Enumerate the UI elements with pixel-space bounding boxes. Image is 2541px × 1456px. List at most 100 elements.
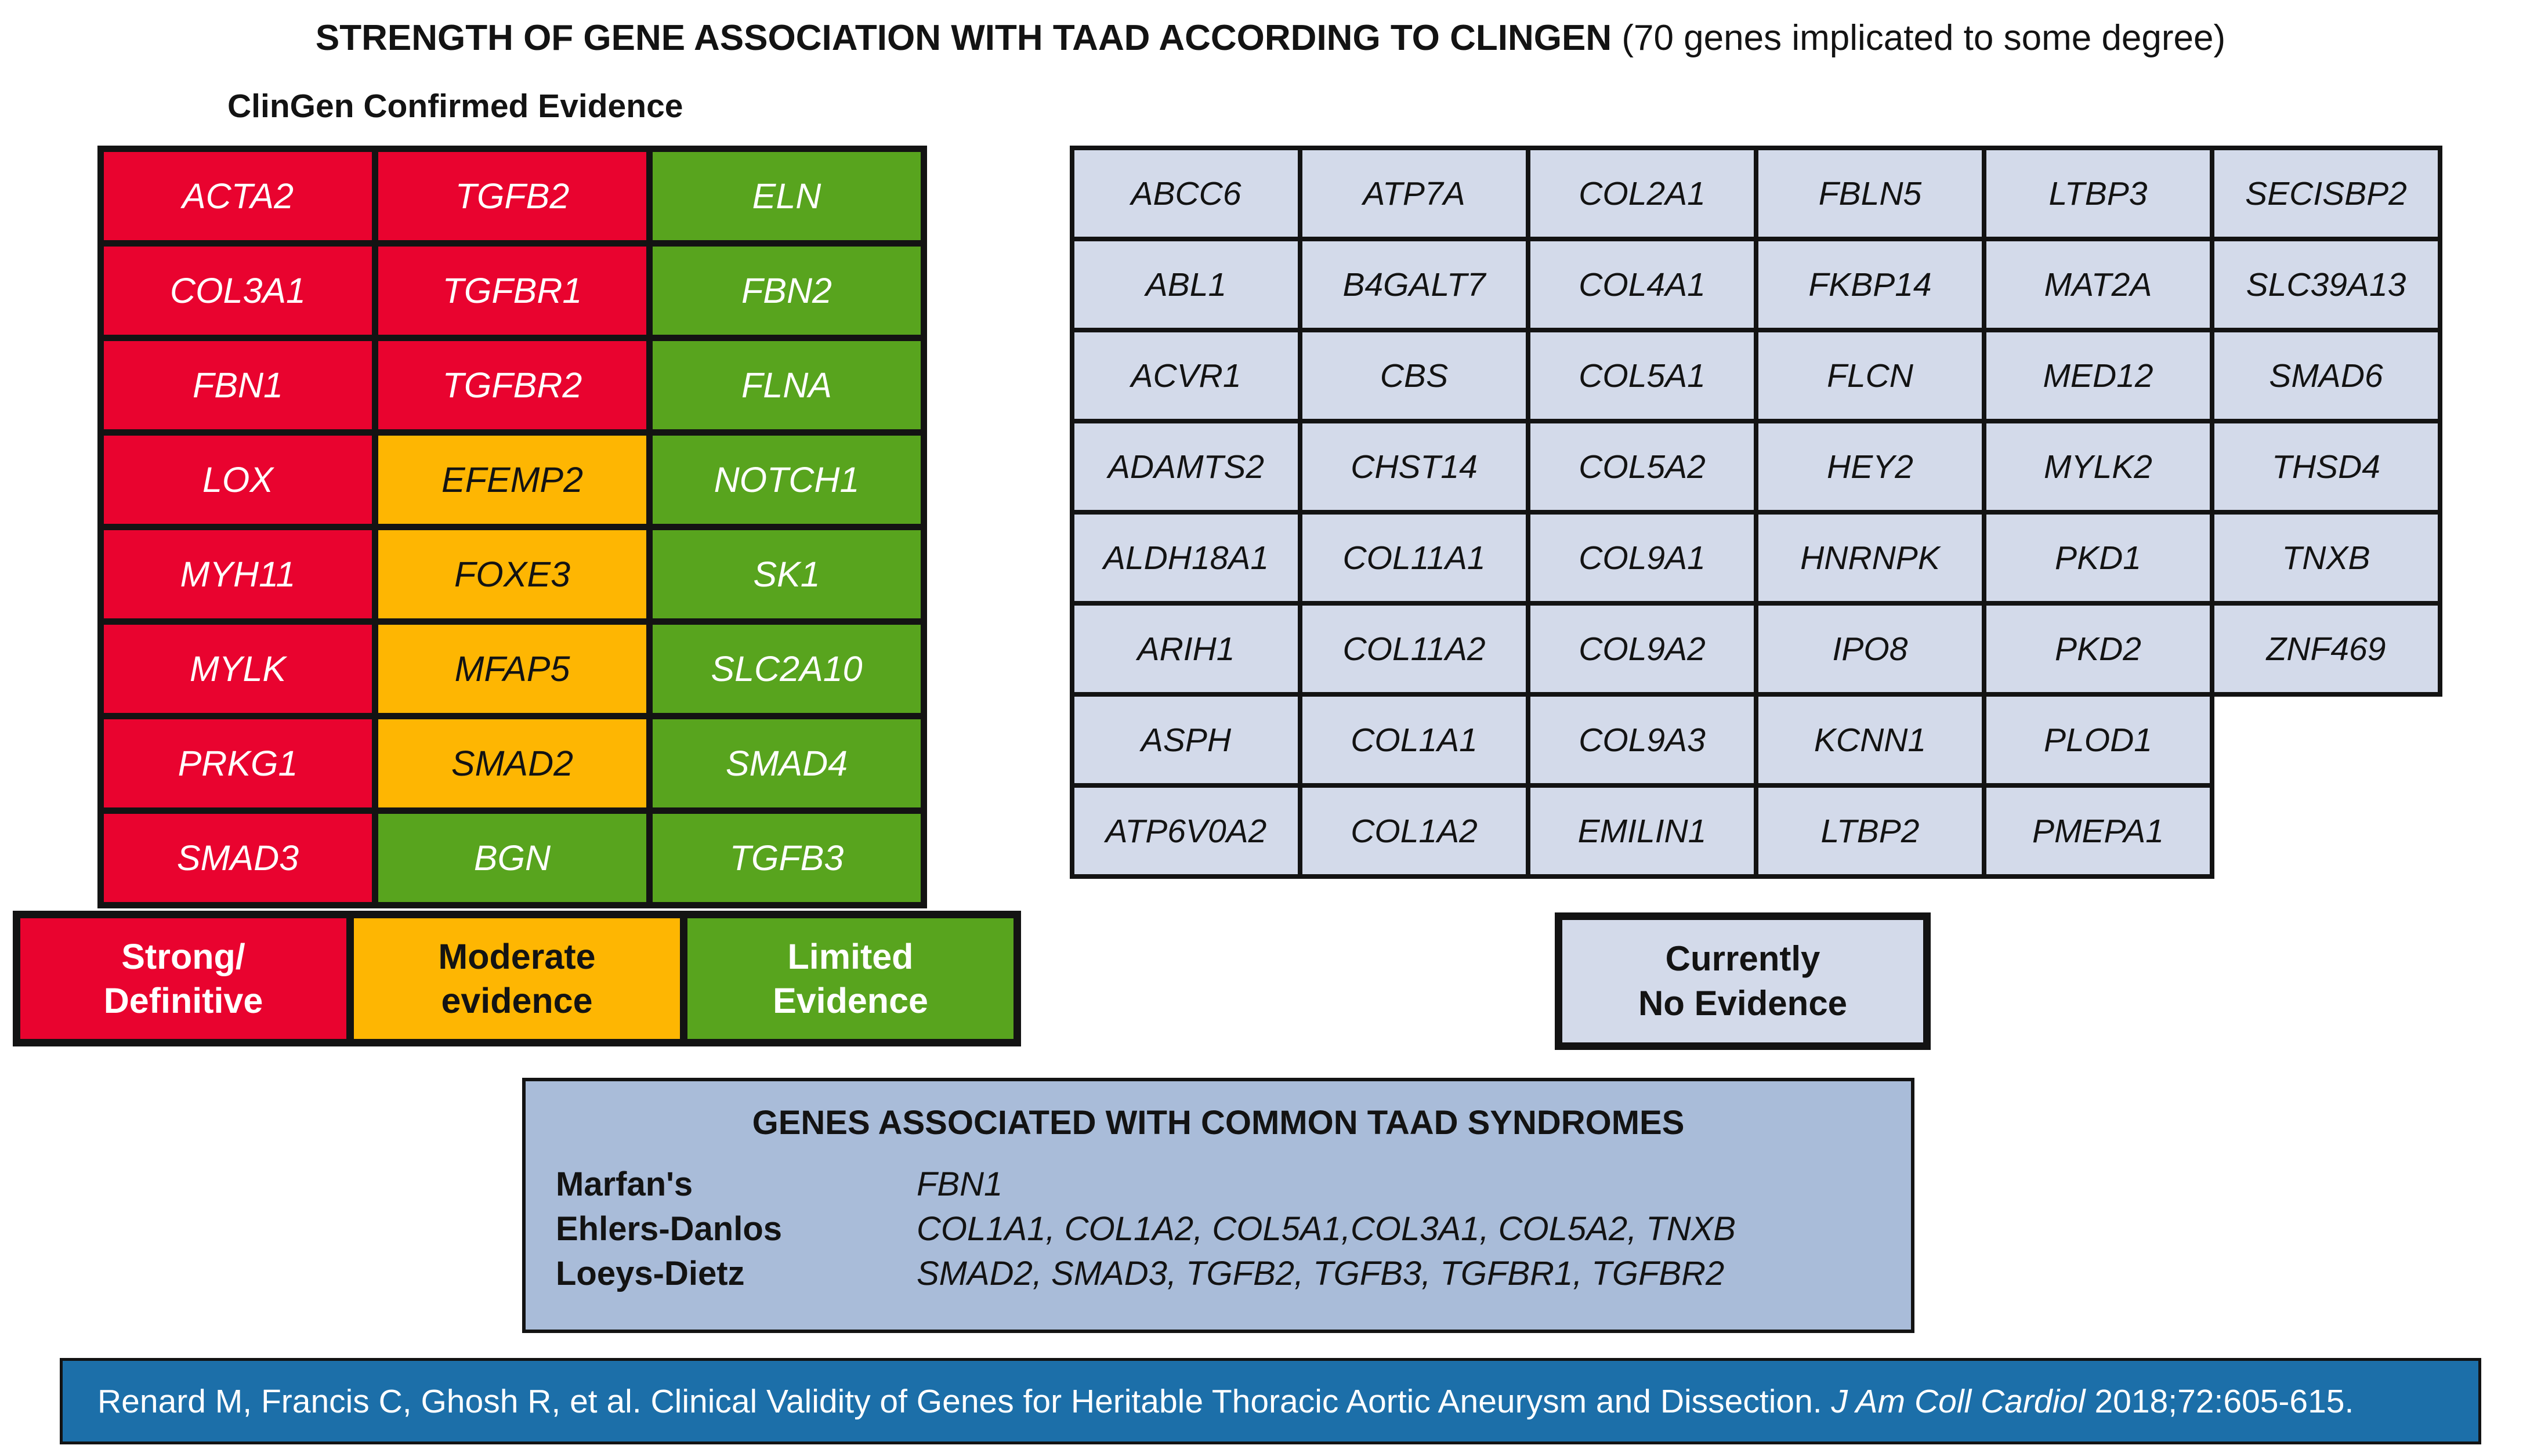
- gene-cell-smad2: SMAD2: [372, 713, 653, 814]
- gene-cell-fbln5: FBLN5: [1754, 146, 1986, 241]
- legend-label: evidence: [441, 981, 593, 1020]
- syndrome-genes: FBN1: [917, 1165, 1003, 1203]
- gene-cell-aldh18a1: ALDH18A1: [1070, 510, 1302, 606]
- no-evidence-row: ATP6V0A2 COL1A2 EMILIN1 LTBP2 PMEPA1: [1070, 783, 2440, 879]
- gene-cell-myh11: MYH11: [97, 524, 378, 625]
- gene-cell-flcn: FLCN: [1754, 328, 1986, 423]
- gene-cell-eln: ELN: [646, 146, 927, 247]
- confirmed-row: ACTA2 TGFB2 ELN: [97, 146, 927, 247]
- syndrome-box-title: GENES ASSOCIATED WITH COMMON TAAD SYNDRO…: [752, 1104, 1685, 1142]
- confirmed-evidence-table: ACTA2 TGFB2 ELN COL3A1 TGFBR1 FBN2 FBN1 TGFBR2 F…: [97, 146, 927, 908]
- gene-cell-pmepa1: PMEPA1: [1982, 783, 2214, 879]
- legend-cell-strong-definitive: Strong/Definitive: [13, 911, 354, 1046]
- confirmed-row: MYH11 FOXE3 SK1: [97, 524, 927, 625]
- gene-cell-thsd4: THSD4: [2210, 419, 2442, 515]
- gene-cell-asph: ASPH: [1070, 692, 1302, 788]
- gene-cell-col2a1: COL2A1: [1526, 146, 1758, 241]
- gene-cell-atp6v0a2: ATP6V0A2: [1070, 783, 1302, 879]
- gene-cell-b4galt7: B4GALT7: [1298, 237, 1530, 332]
- no-evidence-row: ACVR1 CBS COL5A1 FLCN MED12 SMAD6: [1070, 328, 2442, 423]
- legend-label: Definitive: [103, 981, 263, 1020]
- gene-cell-ltbp2: LTBP2: [1754, 783, 1986, 879]
- gene-cell-atp7a: ATP7A: [1298, 146, 1530, 241]
- gene-cell-col5a2: COL5A2: [1526, 419, 1758, 515]
- gene-cell-col3a1: COL3A1: [97, 240, 378, 341]
- gene-cell-tgfb2: TGFB2: [372, 146, 653, 247]
- confirmed-row: PRKG1 SMAD2 SMAD4: [97, 713, 927, 814]
- syndrome-name: Loeys-Dietz: [556, 1255, 745, 1292]
- syndrome-name: Marfan's: [556, 1165, 693, 1203]
- gene-cell-mfap5: MFAP5: [372, 618, 653, 719]
- gene-cell-lox: LOX: [97, 429, 378, 530]
- gene-cell-med12: MED12: [1982, 328, 2214, 423]
- syndrome-genes: SMAD2, SMAD3, TGFB2, TGFB3, TGFBR1, TGFB…: [917, 1255, 1725, 1292]
- legend-row: Strong/Definitive Moderate evidence Limit…: [13, 911, 1021, 1046]
- gene-cell-slc2a10: SLC2A10: [646, 618, 927, 719]
- evidence-legend: Strong/Definitive Moderate evidence Limit…: [13, 911, 1021, 1046]
- gene-cell-mylk: MYLK: [97, 618, 378, 719]
- gene-cell-smad4: SMAD4: [646, 713, 927, 814]
- gene-cell-mat2a: MAT2A: [1982, 237, 2214, 332]
- gene-cell-fbn2: FBN2: [646, 240, 927, 341]
- empty-cell: [2212, 785, 2440, 877]
- syndrome-genes: COL1A1, COL1A2, COL5A1,COL3A1, COL5A2, T…: [917, 1210, 1736, 1248]
- evidence-legend-body: Strong/Definitive Moderate evidence Limit…: [13, 911, 1021, 1046]
- no-evidence-row: ABL1 B4GALT7 COL4A1 FKBP14 MAT2A SLC39A13: [1070, 237, 2442, 332]
- confirmed-evidence-body: ACTA2 TGFB2 ELN COL3A1 TGFBR1 FBN2 FBN1 TGFBR2 F…: [97, 146, 927, 908]
- gene-cell-secisbp2: SECISBP2: [2210, 146, 2442, 241]
- gene-cell-cbs: CBS: [1298, 328, 1530, 423]
- gene-cell-plod1: PLOD1: [1982, 692, 2214, 788]
- gene-cell-bgn: BGN: [372, 807, 653, 908]
- gene-cell-abl1: ABL1: [1070, 237, 1302, 332]
- confirmed-row: SMAD3 BGN TGFB3: [97, 807, 927, 908]
- legend-label: Moderate: [438, 936, 596, 976]
- gene-cell-sk1: SK1: [646, 524, 927, 625]
- gene-cell-ipo8: IPO8: [1754, 601, 1986, 697]
- gene-cell-emilin1: EMILIN1: [1526, 783, 1758, 879]
- syndrome-box: GENES ASSOCIATED WITH COMMON TAAD SYNDRO…: [522, 1078, 1914, 1333]
- confirmed-row: LOX EFEMP2 NOTCH1: [97, 429, 927, 530]
- gene-cell-col1a2: COL1A2: [1298, 783, 1530, 879]
- gene-cell-prkg1: PRKG1: [97, 713, 378, 814]
- gene-cell-foxe3: FOXE3: [372, 524, 653, 625]
- gene-cell-tgfb3: TGFB3: [646, 807, 927, 908]
- syndrome-row: Marfan's FBN1: [556, 1162, 1911, 1207]
- gene-cell-mylk2: MYLK2: [1982, 419, 2214, 515]
- gene-cell-tgfbr1: TGFBR1: [372, 240, 653, 341]
- gene-cell-col11a2: COL11A2: [1298, 601, 1530, 697]
- no-evidence-row: ARIH1 COL11A2 COL9A2 IPO8 PKD2 ZNF469: [1070, 601, 2442, 697]
- legend-cell-moderate-evidence: Moderate evidence: [346, 911, 687, 1046]
- no-evidence-label-line1: Currently: [1665, 939, 1820, 978]
- citation-text-pre: Renard M, Francis C, Ghosh R, et al. Cli…: [97, 1382, 1831, 1420]
- gene-cell-col5a1: COL5A1: [1526, 328, 1758, 423]
- no-evidence-row: ADAMTS2 CHST14 COL5A2 HEY2 MYLK2 THSD4: [1070, 419, 2442, 515]
- legend-label: Strong/: [121, 936, 245, 976]
- figure-title-bold: STRENGTH OF GENE ASSOCIATION WITH TAAD A…: [315, 18, 1612, 58]
- no-evidence-table: ABCC6 ATP7A COL2A1 FBLN5 LTBP3 SECISBP2 ABL1 B4…: [1070, 146, 2442, 879]
- gene-cell-pkd1: PKD1: [1982, 510, 2214, 606]
- syndrome-rows: Marfan's FBN1 Ehlers-Danlos COL1A1, COL1A2,…: [556, 1162, 1911, 1296]
- gene-cell-col9a1: COL9A1: [1526, 510, 1758, 606]
- gene-cell-znf469: ZNF469: [2210, 601, 2442, 697]
- no-evidence-body: ABCC6 ATP7A COL2A1 FBLN5 LTBP3 SECISBP2 ABL1 B4…: [1070, 146, 2442, 879]
- citation-text-post: 2018;72:605-615.: [2085, 1382, 2354, 1420]
- gene-cell-col9a3: COL9A3: [1526, 692, 1758, 788]
- gene-cell-arih1: ARIH1: [1070, 601, 1302, 697]
- gene-cell-col4a1: COL4A1: [1526, 237, 1758, 332]
- gene-cell-slc39a13: SLC39A13: [2210, 237, 2442, 332]
- gene-cell-notch1: NOTCH1: [646, 429, 927, 530]
- legend-label: Limited: [787, 936, 914, 976]
- no-evidence-row: ASPH COL1A1 COL9A3 KCNN1 PLOD1: [1070, 692, 2440, 788]
- no-evidence-row: ABCC6 ATP7A COL2A1 FBLN5 LTBP3 SECISBP2: [1070, 146, 2442, 241]
- citation-journal: J Am Coll Cardiol: [1831, 1382, 2086, 1420]
- gene-cell-smad3: SMAD3: [97, 807, 378, 908]
- gene-cell-tgfbr2: TGFBR2: [372, 335, 653, 436]
- gene-cell-pkd2: PKD2: [1982, 601, 2214, 697]
- gene-cell-ltbp3: LTBP3: [1982, 146, 2214, 241]
- gene-cell-abcc6: ABCC6: [1070, 146, 1302, 241]
- legend-cell-limited-evidence: Limited Evidence: [680, 911, 1021, 1046]
- gene-cell-hnrnpk: HNRNPK: [1754, 510, 1986, 606]
- gene-cell-acta2: ACTA2: [97, 146, 378, 247]
- confirmed-row: MYLK MFAP5 SLC2A10: [97, 618, 927, 719]
